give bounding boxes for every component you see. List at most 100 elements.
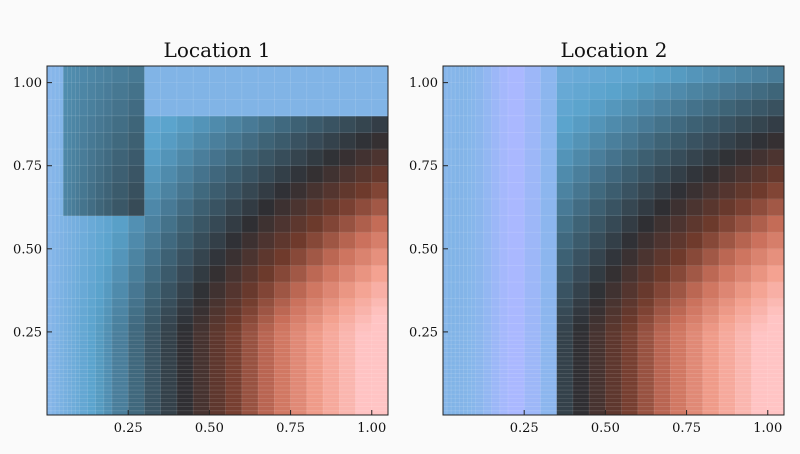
heatmap-cell <box>371 410 389 416</box>
heatmap-cell <box>471 356 476 362</box>
heatmap-cell <box>719 385 736 391</box>
heatmap-cell <box>767 406 785 412</box>
heatmap-cell <box>451 82 456 100</box>
heatmap-cell <box>467 323 472 333</box>
heatmap-cell <box>719 381 736 387</box>
heatmap-cell <box>621 306 639 316</box>
heatmap-cell <box>355 315 373 324</box>
heatmap-cell <box>59 323 64 333</box>
heatmap-cell <box>621 369 639 374</box>
heatmap-cell <box>144 132 162 150</box>
heatmap-cell <box>241 306 259 316</box>
heatmap-cell <box>471 315 476 324</box>
heatmap-cell <box>51 381 56 387</box>
heatmap-cell <box>55 115 60 133</box>
heatmap-cell <box>702 406 720 412</box>
heatmap-cell <box>447 99 452 117</box>
heatmap-cell <box>193 315 210 324</box>
heatmap-cell <box>735 149 752 167</box>
heatmap-cell <box>225 331 243 337</box>
heatmap-cell <box>144 398 162 403</box>
heatmap-cell <box>507 165 525 183</box>
heatmap-cell <box>443 298 448 308</box>
heatmap-cell <box>670 360 687 366</box>
heatmap-cell <box>767 336 785 341</box>
heatmap-cell <box>225 315 243 324</box>
heatmap-cell <box>540 265 558 283</box>
heatmap-cell <box>540 410 558 416</box>
heatmap-cell <box>735 377 752 383</box>
heatmap-cell <box>111 82 129 100</box>
heatmap-cell <box>79 331 88 337</box>
heatmap-cell <box>258 115 275 133</box>
heatmap-cell <box>447 360 452 366</box>
heatmap-cell <box>491 356 501 362</box>
heatmap-cell <box>605 402 623 408</box>
heatmap-cell <box>274 344 291 349</box>
heatmap-cell <box>144 306 162 316</box>
heatmap-cell <box>55 336 60 341</box>
heatmap-cell <box>241 265 259 283</box>
heatmap-cell <box>55 340 60 345</box>
heatmap-cell <box>290 315 308 324</box>
heatmap-cell <box>621 331 639 337</box>
heatmap-cell <box>686 385 704 391</box>
heatmap-cell <box>95 344 105 349</box>
heatmap-cell <box>670 394 687 399</box>
heatmap-cell <box>451 99 456 117</box>
heatmap-cell <box>87 406 97 412</box>
heatmap-cell <box>719 402 736 408</box>
heatmap-cell <box>75 340 80 345</box>
heatmap-cell <box>160 410 178 416</box>
heatmap-cell <box>241 198 259 216</box>
heatmap-cell <box>103 306 113 316</box>
heatmap-cell <box>258 385 275 391</box>
heatmap-cell <box>572 373 590 378</box>
heatmap-cell <box>209 356 227 362</box>
heatmap-cell <box>719 232 736 250</box>
heatmap-cell <box>47 352 52 358</box>
heatmap-cell <box>735 215 752 233</box>
heatmap-cell <box>471 99 476 117</box>
heatmap-cell <box>258 331 275 337</box>
heatmap-cell <box>507 340 525 345</box>
heatmap-cell <box>605 99 623 117</box>
heatmap-cell <box>355 398 373 403</box>
heatmap-cell <box>339 352 356 358</box>
heatmap-cell <box>59 198 64 216</box>
heatmap-cell <box>55 66 60 84</box>
heatmap-cell <box>735 182 752 200</box>
heatmap-cell <box>475 398 484 403</box>
heatmap-cell <box>128 82 145 100</box>
heatmap-cell <box>491 66 501 84</box>
heatmap-cell <box>209 344 227 349</box>
heatmap-cell <box>475 390 484 395</box>
heatmap-cell <box>209 377 227 383</box>
heatmap-cell <box>654 352 671 358</box>
heatmap-cell <box>719 323 736 333</box>
heatmap-cell <box>290 390 308 395</box>
heatmap-cell <box>323 340 340 345</box>
heatmap-cell <box>193 344 210 349</box>
heatmap-cell <box>637 282 655 300</box>
heatmap-cell <box>637 149 655 167</box>
heatmap-cell <box>507 369 525 374</box>
heatmap-cell <box>459 348 464 354</box>
heatmap-cell <box>499 265 509 283</box>
heatmap-cell <box>47 360 52 366</box>
heatmap-cell <box>225 82 243 100</box>
heatmap-cell <box>491 381 501 387</box>
heatmap-cell <box>459 344 464 349</box>
heatmap-cell <box>63 198 68 216</box>
heatmap-cell <box>654 99 671 117</box>
heatmap-cell <box>47 373 52 378</box>
heatmap-cell <box>306 381 324 387</box>
heatmap-cell <box>241 385 259 391</box>
heatmap-cell <box>670 398 687 403</box>
heatmap-cell <box>556 365 574 370</box>
heatmap-cell <box>637 298 655 308</box>
heatmap-cell <box>128 265 145 283</box>
heatmap-cell <box>702 360 720 366</box>
heatmap-cell <box>670 298 687 308</box>
heatmap-cell <box>128 340 145 345</box>
